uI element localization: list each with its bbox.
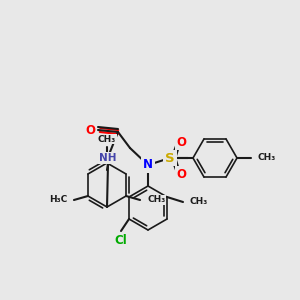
Text: CH₃: CH₃	[189, 197, 207, 206]
Text: O: O	[176, 167, 186, 181]
Text: NH: NH	[99, 153, 117, 163]
Text: H₃C: H₃C	[49, 196, 67, 205]
Text: S: S	[165, 152, 175, 164]
Text: Cl: Cl	[115, 235, 128, 248]
Text: CH₃: CH₃	[98, 134, 116, 143]
Text: CH₃: CH₃	[147, 196, 165, 205]
Text: O: O	[85, 124, 95, 136]
Text: O: O	[176, 136, 186, 148]
Text: N: N	[143, 158, 153, 172]
Text: CH₃: CH₃	[258, 154, 276, 163]
